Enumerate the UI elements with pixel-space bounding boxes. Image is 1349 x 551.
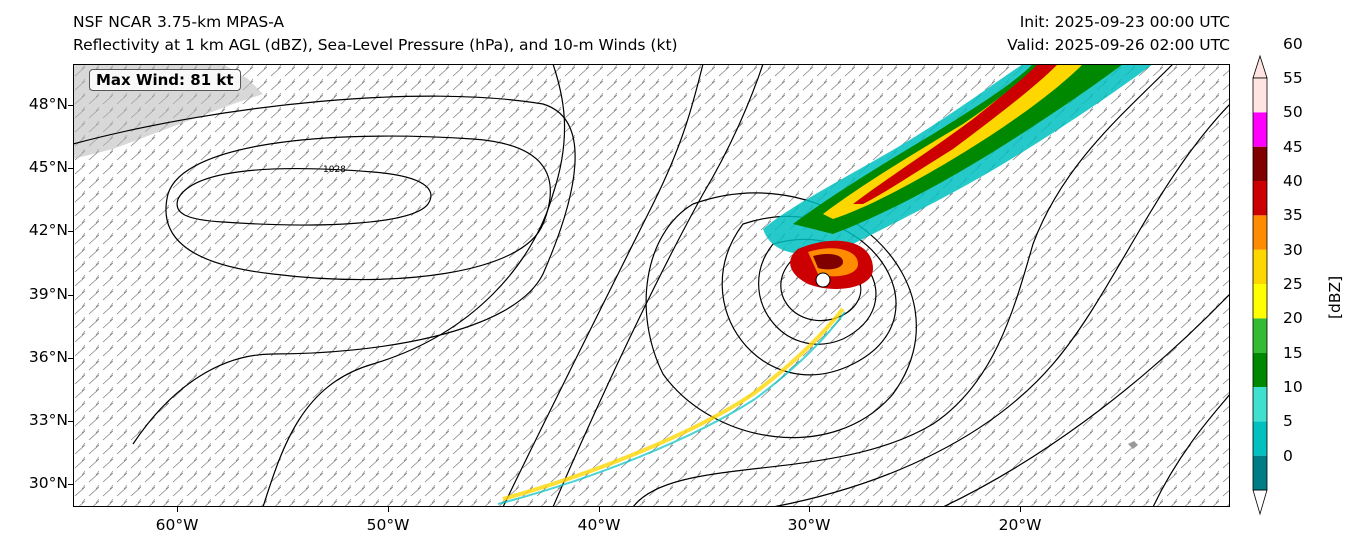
colorbar-segment <box>1253 146 1267 181</box>
colorbar-extend-bottom <box>1252 489 1268 516</box>
colorbar-segment <box>1253 387 1267 422</box>
lon-tick <box>599 507 600 512</box>
colorbar-unit: [dBZ] <box>1326 275 1344 319</box>
lon-label: 50°W <box>366 516 410 534</box>
colorbar-tick-label: 20 <box>1283 309 1303 328</box>
max-wind-badge: Max Wind: 81 kt <box>89 69 241 91</box>
lat-tick <box>68 168 73 169</box>
lat-tick <box>68 484 73 485</box>
colorbar-segment <box>1253 318 1267 353</box>
colorbar-segment <box>1253 284 1267 319</box>
model-title: NSF NCAR 3.75-km MPAS-A <box>73 13 285 31</box>
lat-label: 45°N <box>28 158 68 176</box>
colorbar-segment <box>1253 421 1267 456</box>
lat-label: 42°N <box>28 221 68 239</box>
field-description: Reflectivity at 1 km AGL (dBZ), Sea-Leve… <box>73 36 678 54</box>
colorbar-tick-label: 35 <box>1283 206 1303 225</box>
lat-tick <box>68 358 73 359</box>
colorbar-border <box>1252 77 1268 491</box>
colorbar-tick-label: 55 <box>1283 69 1303 87</box>
colorbar-tick-label: 30 <box>1283 240 1303 259</box>
colorbar-segment <box>1253 455 1267 490</box>
lon-label: 40°W <box>577 516 621 534</box>
lon-tick <box>388 507 389 512</box>
colorbar-tick-label: 60 <box>1283 34 1303 53</box>
lon-label: 30°W <box>787 516 831 534</box>
lon-tick <box>809 507 810 512</box>
rainband <box>502 307 845 501</box>
lon-tick <box>1020 507 1021 512</box>
lon-label: 60°W <box>155 516 199 534</box>
lat-label: 36°N <box>28 348 68 366</box>
lat-tick <box>68 421 73 422</box>
colorbar-extend-top <box>1252 54 1268 79</box>
lat-label: 48°N <box>28 95 68 113</box>
colorbar-segment <box>1253 215 1267 250</box>
colorbar-tick-label: 50 <box>1283 103 1303 122</box>
colorbar-tick-label: 15 <box>1283 343 1303 362</box>
colorbar-segment <box>1253 181 1267 216</box>
lon-tick <box>177 507 178 512</box>
lat-label: 33°N <box>28 411 68 429</box>
colorbar-tick-label: 0 <box>1283 446 1293 465</box>
rainband-outer <box>497 311 846 505</box>
colorbar-tick-label: 45 <box>1283 137 1303 156</box>
high-pressure-label: 1028 <box>323 165 346 175</box>
colorbar-segment <box>1253 249 1267 284</box>
azores-land <box>1128 441 1138 449</box>
init-time: Init: 2025-09-23 00:00 UTC <box>1019 13 1230 31</box>
lat-label: 39°N <box>28 285 68 303</box>
lat-tick <box>68 105 73 106</box>
lat-tick <box>68 231 73 232</box>
colorbar <box>1252 54 1268 516</box>
colorbar-tick-label: 25 <box>1283 275 1303 293</box>
colorbar-segment <box>1253 112 1267 147</box>
lat-tick <box>68 295 73 296</box>
lon-label: 20°W <box>998 516 1042 534</box>
valid-time: Valid: 2025-09-26 02:00 UTC <box>1007 36 1230 54</box>
colorbar-tick-label: 40 <box>1283 172 1303 190</box>
reflectivity-plume <box>763 64 1153 289</box>
colorbar-tick-label: 5 <box>1283 412 1293 431</box>
map-svg: 1028 <box>73 64 1230 507</box>
map-panel: 1028 <box>73 64 1230 507</box>
colorbar-segment <box>1253 352 1267 387</box>
colorbar-tick-label: 10 <box>1283 378 1303 396</box>
lat-label: 30°N <box>28 474 68 492</box>
colorbar-segment <box>1253 78 1267 113</box>
storm-center <box>815 272 831 288</box>
